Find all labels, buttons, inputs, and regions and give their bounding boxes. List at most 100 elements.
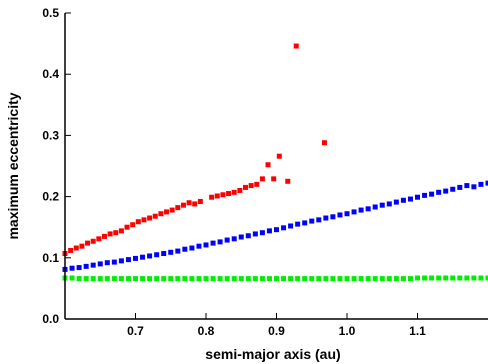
series-1-point-26	[245, 233, 251, 239]
series-1-point-12	[147, 253, 153, 259]
series-1-point-2	[76, 265, 82, 271]
series-2-point-1	[69, 275, 75, 281]
chart-marks	[62, 43, 488, 282]
series-0-point-34	[259, 176, 265, 182]
series-2-point-56	[457, 275, 463, 281]
series-0-point-3	[79, 243, 85, 249]
series-1-point-36	[316, 217, 322, 223]
series-1-point-51	[422, 192, 428, 198]
series-2-point-46	[386, 276, 392, 282]
series-0-point-40	[321, 140, 327, 146]
series-1-point-1	[69, 265, 75, 271]
series-0-point-30	[237, 187, 243, 193]
series-2-point-45	[379, 276, 385, 282]
series-0	[62, 43, 327, 257]
series-1-point-40	[344, 211, 350, 217]
series-0-point-1	[68, 247, 74, 253]
series-1-point-43	[365, 206, 371, 212]
series-2-point-53	[436, 275, 442, 281]
series-2-point-58	[471, 275, 477, 281]
series-2-point-36	[316, 276, 322, 282]
x-tick-label: 1.0	[339, 324, 356, 338]
series-0-point-8	[107, 231, 113, 237]
series-0-point-24	[197, 198, 203, 204]
series-1-point-52	[429, 191, 435, 197]
series-2-point-32	[288, 276, 294, 282]
series-2-point-44	[372, 276, 378, 282]
series-1-point-50	[415, 194, 420, 200]
series-0-point-6	[96, 236, 102, 242]
series-2-point-42	[358, 276, 364, 282]
series-1-point-19	[196, 243, 202, 249]
series-1-point-13	[154, 252, 160, 258]
series-0-point-29	[231, 189, 237, 195]
series-2-point-3	[83, 276, 89, 282]
x-tick-label: 0.7	[127, 324, 144, 338]
series-0-point-17	[158, 211, 164, 217]
series-0-point-33	[254, 181, 260, 187]
series-2-point-6	[104, 276, 110, 282]
series-1-point-18	[189, 245, 195, 251]
series-2-point-14	[161, 276, 167, 282]
series-1-point-5	[97, 261, 103, 267]
series-1-point-38	[330, 214, 336, 220]
series-1-point-30	[274, 227, 279, 233]
series-0-point-28	[226, 191, 232, 197]
series-2-point-40	[344, 276, 350, 282]
series-2-point-26	[245, 276, 251, 282]
series-1-point-4	[90, 262, 96, 268]
series-2-point-16	[175, 276, 181, 282]
series-0-point-26	[214, 193, 220, 199]
series-1-point-27	[252, 231, 258, 237]
series-2-point-2	[76, 276, 82, 282]
series-0-point-23	[192, 201, 198, 207]
y-tick-label: 0.2	[42, 190, 59, 204]
series-2-point-48	[400, 276, 406, 282]
series-1-point-7	[111, 259, 117, 265]
series-0-point-39	[293, 43, 299, 49]
series-0-point-36	[271, 176, 277, 182]
series-2-point-17	[182, 276, 188, 282]
series-2-point-18	[189, 276, 195, 282]
series-0-point-4	[85, 240, 91, 246]
series-2-point-54	[443, 275, 449, 281]
series-1-point-46	[386, 201, 392, 207]
series-1-point-25	[238, 234, 244, 240]
series-1-point-31	[281, 225, 287, 231]
series-0-point-18	[164, 209, 170, 215]
series-0-point-9	[113, 230, 119, 236]
series-2-point-9	[125, 276, 131, 282]
series-0-point-16	[152, 213, 158, 219]
series-1-point-20	[203, 242, 209, 248]
series-0-point-10	[118, 228, 124, 234]
series-1-point-29	[266, 228, 272, 234]
series-2-point-33	[295, 276, 301, 282]
series-1-point-35	[309, 218, 315, 224]
series-2-point-60	[485, 275, 488, 281]
series-1-point-33	[295, 221, 301, 227]
series-0-point-15	[147, 215, 153, 221]
series-0-point-12	[130, 222, 136, 228]
series-2-point-38	[330, 276, 336, 282]
series-2-point-39	[337, 276, 343, 282]
series-1-point-15	[168, 249, 174, 255]
series-1-point-10	[133, 255, 138, 261]
series-2-point-8	[118, 276, 124, 282]
series-0-point-11	[124, 224, 130, 230]
series-2-point-51	[422, 275, 428, 281]
series-0-point-25	[209, 194, 215, 200]
series-2-point-49	[407, 276, 413, 282]
chart-ticks: 0.7 0.8 0.9 1.0 1.1 0.0 0.1 0.2 0.3 0.4 0.5	[42, 6, 426, 338]
series-1-point-6	[104, 260, 110, 266]
series-2-point-34	[302, 276, 308, 282]
series-1-point-16	[175, 248, 181, 254]
series-2	[62, 275, 488, 282]
series-2-point-59	[478, 275, 484, 281]
series-2-point-7	[111, 276, 117, 282]
series-2-point-21	[210, 276, 216, 282]
series-2-point-12	[147, 276, 153, 282]
series-2-point-24	[231, 276, 237, 282]
series-1-point-49	[407, 196, 413, 202]
series-1-point-57	[464, 183, 470, 189]
